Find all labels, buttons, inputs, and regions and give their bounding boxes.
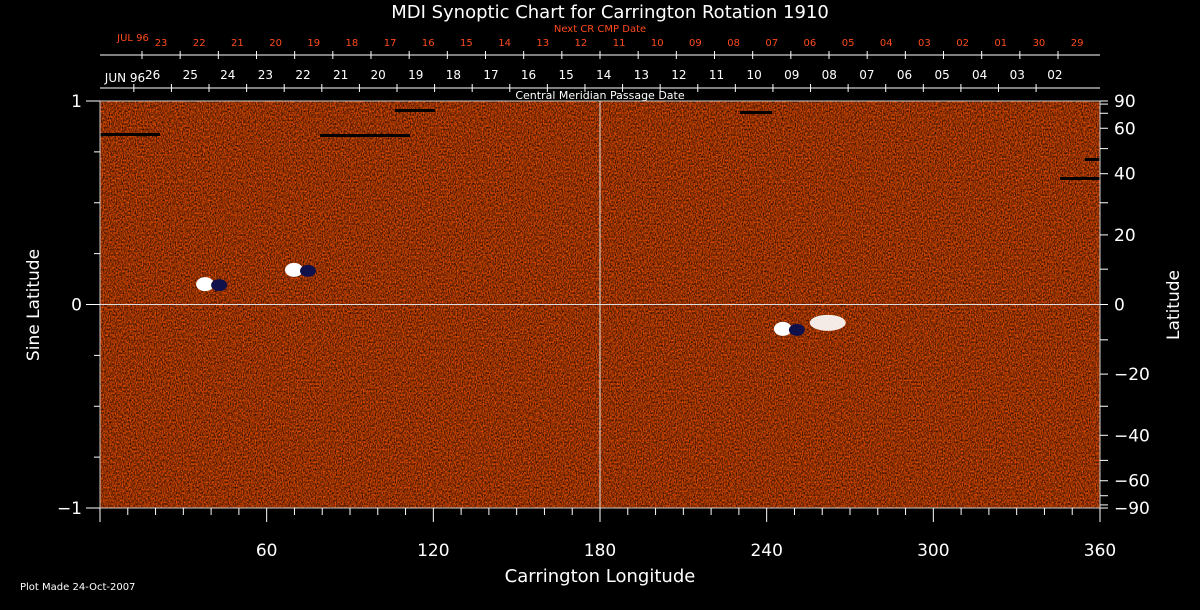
top-axis-day: 08: [822, 68, 837, 82]
y-axis-left-label: Sine Latitude: [24, 249, 44, 361]
data-gap-streak: [1060, 177, 1100, 180]
y-axis-right-label: Latitude: [1164, 270, 1184, 340]
grid-lines: [100, 101, 1100, 508]
top-axis-day: 14: [596, 68, 611, 82]
top-axis-day: 25: [183, 68, 198, 82]
top-axis-day: 05: [934, 68, 949, 82]
data-gap-streak: [740, 111, 772, 114]
next-axis-day: 06: [804, 38, 817, 49]
x-tick-label: 120: [417, 541, 449, 561]
y-left-tick-label: −1: [57, 499, 82, 519]
x-tick-label: 180: [584, 541, 616, 561]
top-axis-day: 21: [333, 68, 348, 82]
y-axis-left: −1 0 1: [57, 92, 100, 519]
data-gap-streak: [100, 133, 160, 136]
top-axis-day: 26: [145, 68, 160, 82]
top-axis-day: 22: [295, 68, 310, 82]
y-right-tick-label: 20: [1114, 226, 1136, 246]
top-date-axis: 26 25 24 23 22 21 20 19 18 17 16 15 14 13 12 11 10 09 08 07…: [100, 68, 1100, 92]
top-axis-day: 20: [371, 68, 386, 82]
next-axis-day: 20: [269, 38, 282, 49]
x-axis: 60 120 180 240 300 360: [99, 508, 1116, 561]
y-left-tick-label: 0: [71, 296, 82, 316]
top-axis-day: 12: [671, 68, 686, 82]
next-axis-label: Next CR CMP Date: [554, 24, 646, 35]
negative-polarity-spot: [300, 264, 316, 277]
next-axis-day: 03: [918, 38, 931, 49]
positive-polarity-spot: [196, 277, 215, 292]
y-axis-right: 90 60 40 20 0 −20 −40 −60 −90: [1100, 92, 1150, 519]
next-axis-day: 21: [231, 38, 244, 49]
top-axis-day: 04: [972, 68, 987, 82]
y-right-tick-label: −60: [1114, 472, 1150, 492]
top-axis-day: 11: [709, 68, 724, 82]
next-axis-day: 02: [956, 38, 969, 49]
positive-polarity-region: [809, 314, 846, 331]
x-tick-label: 240: [750, 541, 782, 561]
next-axis-day: 13: [536, 38, 549, 49]
next-axis-day: 16: [422, 38, 435, 49]
top-axis-day: 23: [258, 68, 273, 82]
top-axis-month: JUN 96: [104, 71, 145, 85]
top-axis-day: 03: [1010, 68, 1025, 82]
next-axis-day: 15: [460, 38, 473, 49]
y-right-tick-label: −20: [1114, 365, 1150, 385]
plot-made-note: Plot Made 24-Oct-2007: [20, 582, 135, 593]
next-axis-day: 30: [1033, 38, 1046, 49]
top-axis-day: 13: [634, 68, 649, 82]
next-cmp-date-axis: 23 22 21 20 19 18 17 16 15 14 13 12 11 10 09 08 07 06 05 04…: [100, 38, 1100, 59]
top-axis-day: 16: [521, 68, 536, 82]
negative-polarity-spot: [211, 279, 228, 292]
y-right-tick-label: −90: [1114, 499, 1150, 519]
top-axis-day: 10: [746, 68, 761, 82]
next-axis-day: 17: [384, 38, 397, 49]
data-gap-streak: [320, 134, 410, 137]
next-axis-month: JUL 96: [116, 33, 149, 44]
top-axis-day: 07: [859, 68, 874, 82]
top-axis-day: 15: [559, 68, 574, 82]
next-axis-day: 01: [994, 38, 1007, 49]
next-axis-day: 18: [346, 38, 359, 49]
y-right-tick-label: −40: [1114, 426, 1150, 446]
y-left-tick-label: 1: [71, 92, 82, 112]
next-axis-day: 22: [193, 38, 206, 49]
top-axis-day: 06: [897, 68, 912, 82]
x-tick-label: 360: [1084, 541, 1116, 561]
data-gap-streak: [395, 109, 435, 112]
top-axis-day: 09: [784, 68, 799, 82]
y-right-tick-label: 60: [1114, 119, 1136, 139]
next-axis-day: 29: [1071, 38, 1084, 49]
chart-title: MDI Synoptic Chart for Carrington Rotati…: [391, 2, 829, 23]
next-axis-day: 11: [613, 38, 626, 49]
next-axis-day: 07: [765, 38, 778, 49]
top-axis-day: 18: [446, 68, 461, 82]
data-gap-streak: [1085, 158, 1100, 161]
negative-polarity-spot: [788, 323, 805, 336]
next-axis-day: 04: [880, 38, 893, 49]
x-tick-label: 60: [256, 541, 278, 561]
next-axis-day: 12: [575, 38, 588, 49]
next-axis-day: 23: [155, 38, 168, 49]
y-right-tick-label: 90: [1114, 92, 1136, 112]
top-axis-day: 19: [408, 68, 423, 82]
magnetic-features: [100, 109, 1100, 336]
x-axis-label: Carrington Longitude: [505, 566, 696, 587]
next-axis-day: 05: [842, 38, 855, 49]
y-right-tick-label: 0: [1114, 296, 1125, 316]
positive-polarity-spot: [285, 262, 303, 277]
next-axis-day: 10: [651, 38, 664, 49]
next-axis-day: 19: [307, 38, 320, 49]
top-axis-day: 02: [1047, 68, 1062, 82]
top-axis-day: 17: [483, 68, 498, 82]
y-right-tick-label: 40: [1114, 165, 1136, 185]
top-axis-label: Central Meridian Passage Date: [515, 89, 684, 102]
x-tick-label: 300: [917, 541, 949, 561]
next-axis-day: 08: [727, 38, 740, 49]
next-axis-day: 14: [498, 38, 511, 49]
top-axis-day: 24: [220, 68, 235, 82]
positive-polarity-spot: [773, 321, 792, 336]
next-axis-day: 09: [689, 38, 702, 49]
